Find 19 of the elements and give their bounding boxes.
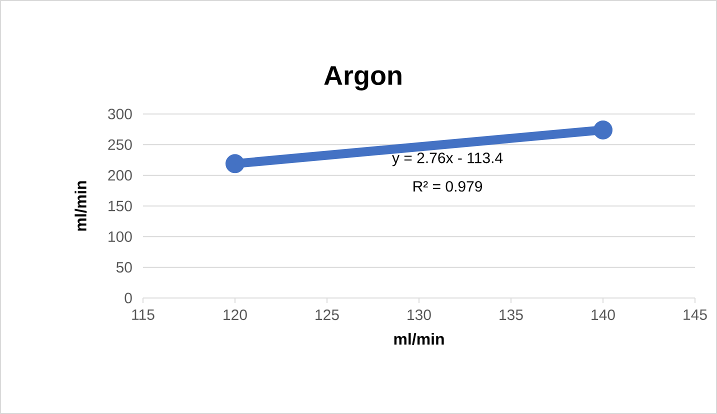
x-tick-label: 140 xyxy=(592,310,615,320)
y-tick-label: 250 xyxy=(108,139,132,150)
y-tick-label: 50 xyxy=(116,262,132,273)
x-tick-label: 135 xyxy=(500,310,523,320)
y-tick-label: 150 xyxy=(108,200,132,212)
annotation: y = 2.76x - 113.4 xyxy=(392,152,503,166)
y-tick-label: 0 xyxy=(124,292,132,304)
x-tick-label: 125 xyxy=(316,310,339,320)
x-tick-label: 120 xyxy=(224,310,247,320)
y-tick-label: 300 xyxy=(108,108,132,120)
chart-title: Argon xyxy=(324,66,402,90)
x-axis-title: ml/min xyxy=(394,332,444,345)
x-tick-label: 130 xyxy=(408,310,431,320)
y-tick-label: 100 xyxy=(108,231,132,242)
y-tick-label: 200 xyxy=(108,170,132,181)
y-axis-title: ml/min xyxy=(74,181,87,231)
x-tick-label: 145 xyxy=(684,310,707,320)
annotation: R² = 0.979 xyxy=(414,181,482,192)
x-tick-label: 115 xyxy=(132,310,154,320)
